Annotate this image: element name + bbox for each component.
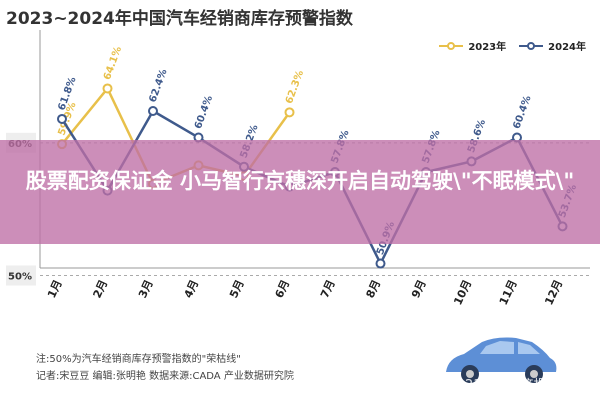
x-tick-label: 10月 (451, 278, 474, 307)
chart-title: 2023~2024年中国汽车经销商库存预警指数 (6, 9, 353, 29)
watermark-right: @21世纪经济报道 (452, 378, 560, 393)
y-tick-bg (6, 265, 36, 286)
note-threshold: 注:50%为汽车经销商库存预警指数的"荣枯线" (36, 354, 241, 365)
chart-legend: 2023年 2024年 (438, 38, 586, 53)
x-tick-label: 6月 (273, 278, 293, 300)
x-tick-label: 5月 (227, 278, 247, 300)
data-label: 64.1% (102, 45, 124, 81)
chart-notes: 注:50%为汽车经销商库存预警指数的"荣枯线" 记者:宋豆豆 编辑:张明艳 数据… (36, 351, 294, 385)
data-point (148, 106, 158, 117)
x-tick-label: 1月 (45, 278, 65, 300)
watermark-left: @XAAK 大学黄金 (232, 378, 337, 393)
data-label: 60.4% (193, 94, 215, 130)
legend-swatch-2024 (519, 41, 544, 50)
legend-label-2024: 2024年 (548, 42, 586, 53)
x-tick-label: 7月 (318, 278, 338, 300)
legend-item-2023: 2023年 (438, 38, 506, 53)
legend-swatch-2023 (439, 41, 464, 50)
x-tick-label: 9月 (409, 278, 429, 300)
data-label: 62.3% (284, 69, 306, 105)
legend-label-2023: 2023年 (468, 42, 507, 53)
overlay-banner-text: 股票配资保证金 小马智行京穗深开启自动驾驶\"不眠模式\" (25, 169, 575, 193)
data-label: 62.4% (147, 68, 169, 104)
data-point (57, 113, 67, 124)
x-tick-label: 4月 (182, 278, 202, 300)
data-label: 60.4% (511, 94, 533, 130)
note-credits: 记者:宋豆豆 编辑:张明艳 数据来源:CADA 产业数据研究院 (36, 371, 294, 382)
data-point (375, 258, 386, 269)
car-icon (446, 337, 557, 383)
y-tick-label: 50% (8, 271, 32, 282)
legend-item-2024: 2024年 (518, 38, 586, 53)
x-tick-label: 11月 (497, 278, 520, 307)
x-tick-label: 3月 (136, 278, 156, 300)
data-point (102, 83, 113, 94)
x-tick-label: 2月 (91, 278, 111, 300)
x-tick-label: 12月 (542, 278, 565, 307)
x-tick-label: 8月 (364, 278, 384, 300)
data-point (284, 107, 295, 118)
overlay-banner (0, 140, 600, 244)
